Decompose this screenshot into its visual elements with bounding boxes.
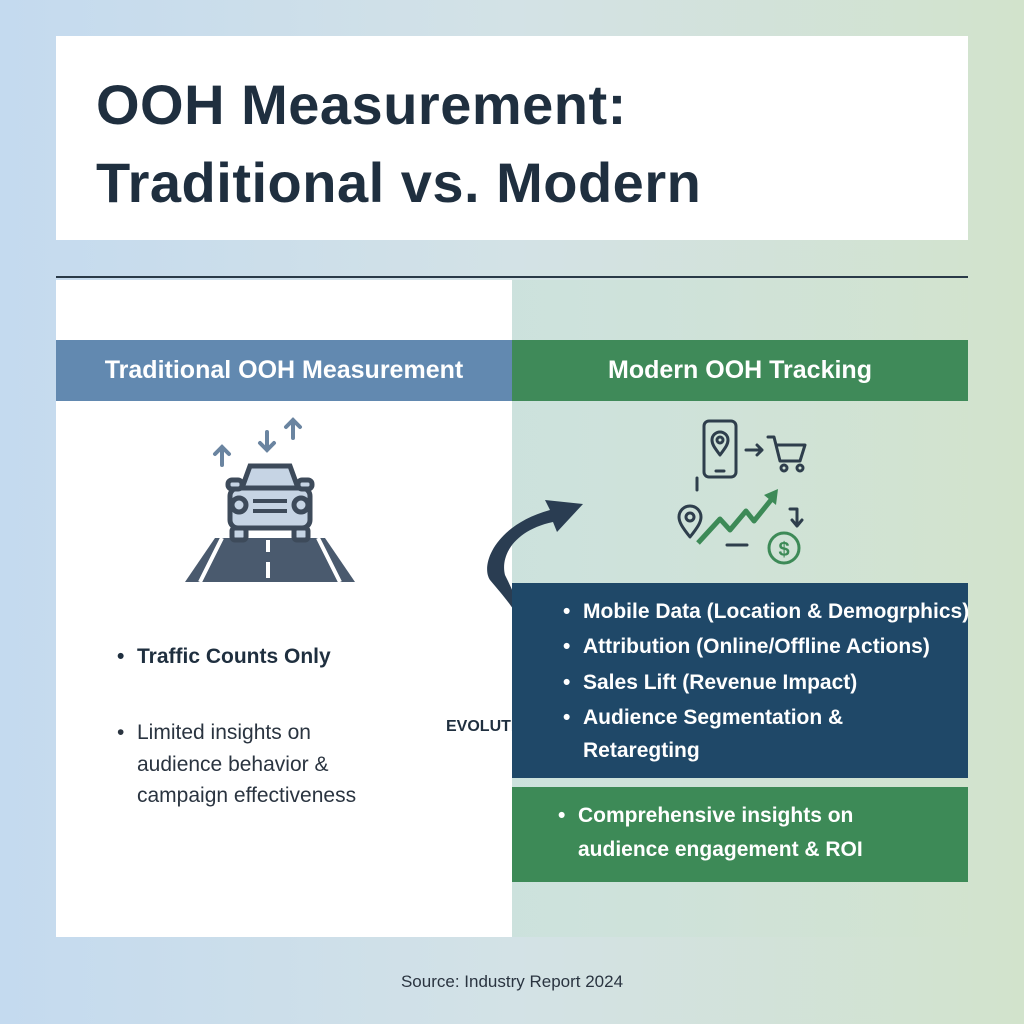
summary-line: Comprehensive insights on — [558, 800, 853, 832]
modern-bullet: Sales Lift (Revenue Impact) — [563, 667, 857, 699]
modern-header: Modern OOH Tracking — [512, 340, 968, 401]
evolution-arrow-icon — [487, 500, 583, 658]
note-line: Limited insights on — [117, 717, 356, 749]
traditional-note: Limited insights on audience behavior & … — [117, 717, 357, 811]
title-line: Traditional vs. Modern — [96, 151, 702, 214]
note-line: campaign effectiveness — [137, 784, 357, 807]
title-card — [56, 36, 968, 240]
modern-bullet: Mobile Data (Location & Demogrphics) — [563, 596, 969, 628]
modern-bullet: Attribution (Online/Offline Actions) — [563, 631, 930, 663]
traditional-header: Traditional OOH Measurement — [56, 340, 512, 401]
car-on-road-icon — [185, 417, 355, 583]
source-note: Source: Industry Report 2024 — [400, 972, 624, 991]
title-line: OOH Measurement: — [96, 73, 627, 136]
mobile-data-attribution-icon: $ — [677, 419, 807, 565]
note-line: audience behavior & — [137, 753, 329, 776]
svg-text:$: $ — [778, 539, 789, 561]
summary-line: audience engagement & ROI — [578, 838, 863, 861]
page-title: OOH Measurement: Traditional vs. Modern — [96, 66, 701, 222]
modern-bullet: Audience Segmentation & — [563, 702, 843, 734]
modern-bullet-continued: Retaregting — [583, 739, 700, 762]
divider — [56, 276, 968, 278]
traditional-bullet: Traffic Counts Only — [117, 641, 331, 673]
